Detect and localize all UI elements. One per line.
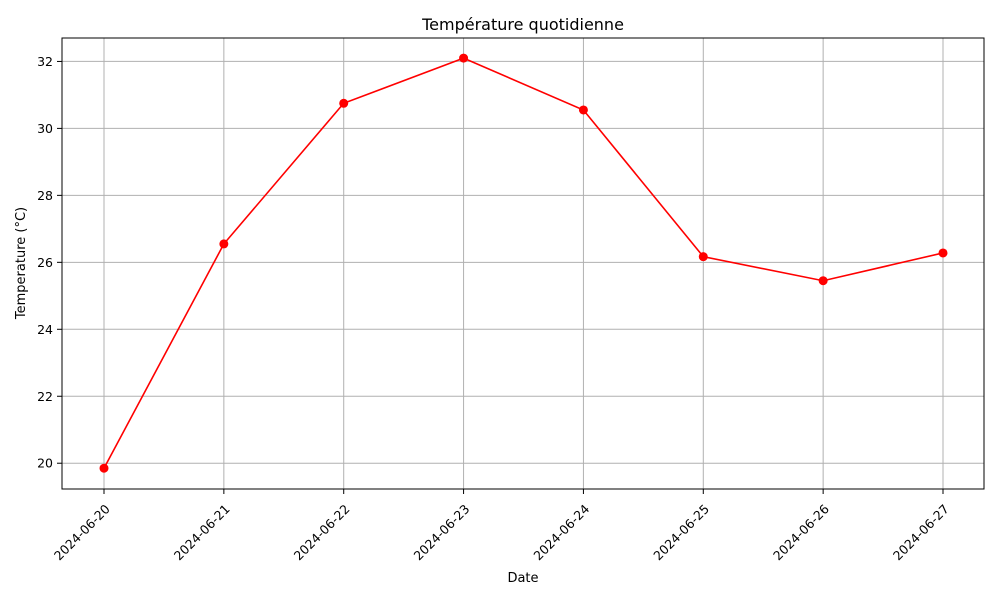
y-tick-label: 30 [37, 121, 53, 136]
y-tick-label: 22 [37, 389, 53, 404]
series-layer [99, 53, 948, 473]
data-point-marker [459, 53, 469, 63]
x-axis-label: Date [507, 571, 538, 586]
data-point-marker [698, 252, 708, 262]
data-point-marker [339, 98, 349, 108]
y-axis-label: Temperature (°C) [14, 207, 29, 320]
y-tick-label: 20 [37, 456, 53, 471]
y-tick-label: 26 [37, 255, 53, 270]
data-point-marker [99, 463, 109, 473]
axes-frame [61, 37, 985, 490]
grid [62, 38, 984, 489]
data-point-marker [219, 239, 229, 249]
data-point-marker [818, 276, 828, 286]
series-line [103, 57, 944, 469]
data-point-marker [938, 248, 948, 258]
data-point-marker [578, 105, 588, 115]
chart-title: Température quotidienne [421, 15, 624, 34]
y-tick-label: 32 [37, 54, 53, 69]
y-tick-label: 24 [37, 322, 53, 337]
y-tick-label: 28 [37, 188, 53, 203]
